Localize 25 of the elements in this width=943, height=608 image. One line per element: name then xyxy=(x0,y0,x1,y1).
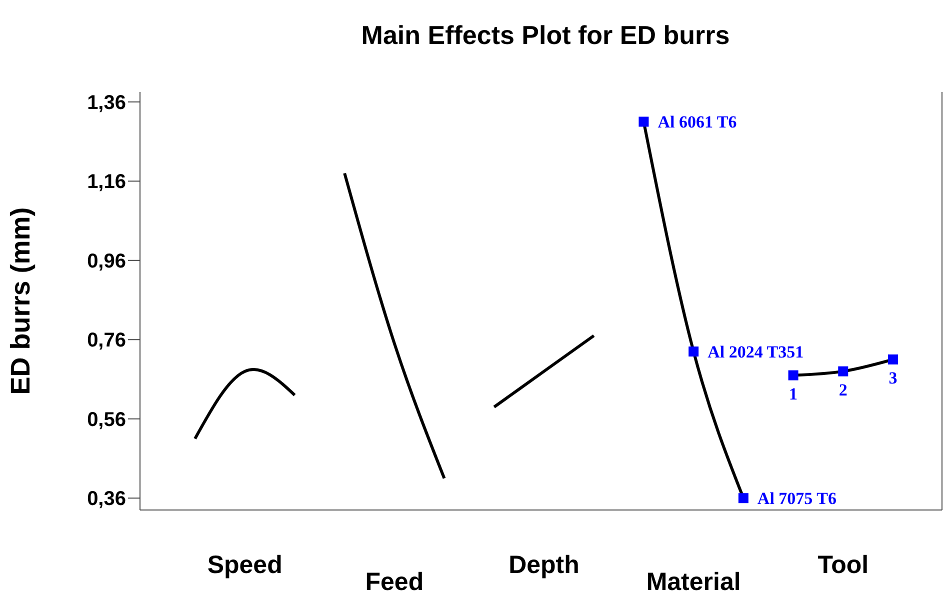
y-tick-label: 0,36 xyxy=(87,488,126,510)
point xyxy=(838,366,848,376)
annotation: Al 6061 T6 xyxy=(658,112,737,132)
annotation: 3 xyxy=(888,368,898,388)
y-tick-label: 1,16 xyxy=(87,171,126,194)
annotation: Al 7075 T6 xyxy=(757,489,836,508)
x-tick-label: Tool xyxy=(818,551,869,579)
point xyxy=(688,346,699,357)
y-tick-label: 0,96 xyxy=(87,250,126,272)
point xyxy=(738,493,748,504)
x-tick-label: Feed xyxy=(365,568,424,596)
y-tick-label: 0,56 xyxy=(87,408,126,431)
x-tick-label: Material xyxy=(646,568,741,596)
annotation: 2 xyxy=(838,380,848,400)
x-tick-label: Speed xyxy=(207,551,282,579)
point xyxy=(638,116,649,127)
y-tick-label: 1,36 xyxy=(87,92,126,114)
annotation: Al 2024 T351 xyxy=(708,342,804,362)
x-tick-label: Depth xyxy=(508,551,580,579)
point xyxy=(888,354,898,364)
y-axis-title: ED burrs (mm) xyxy=(6,207,36,395)
chart-title: Main Effects Plot for ED burrs xyxy=(360,20,731,51)
y-tick-label: 0,76 xyxy=(87,330,126,352)
point xyxy=(788,370,798,380)
annotation: 1 xyxy=(789,384,798,404)
